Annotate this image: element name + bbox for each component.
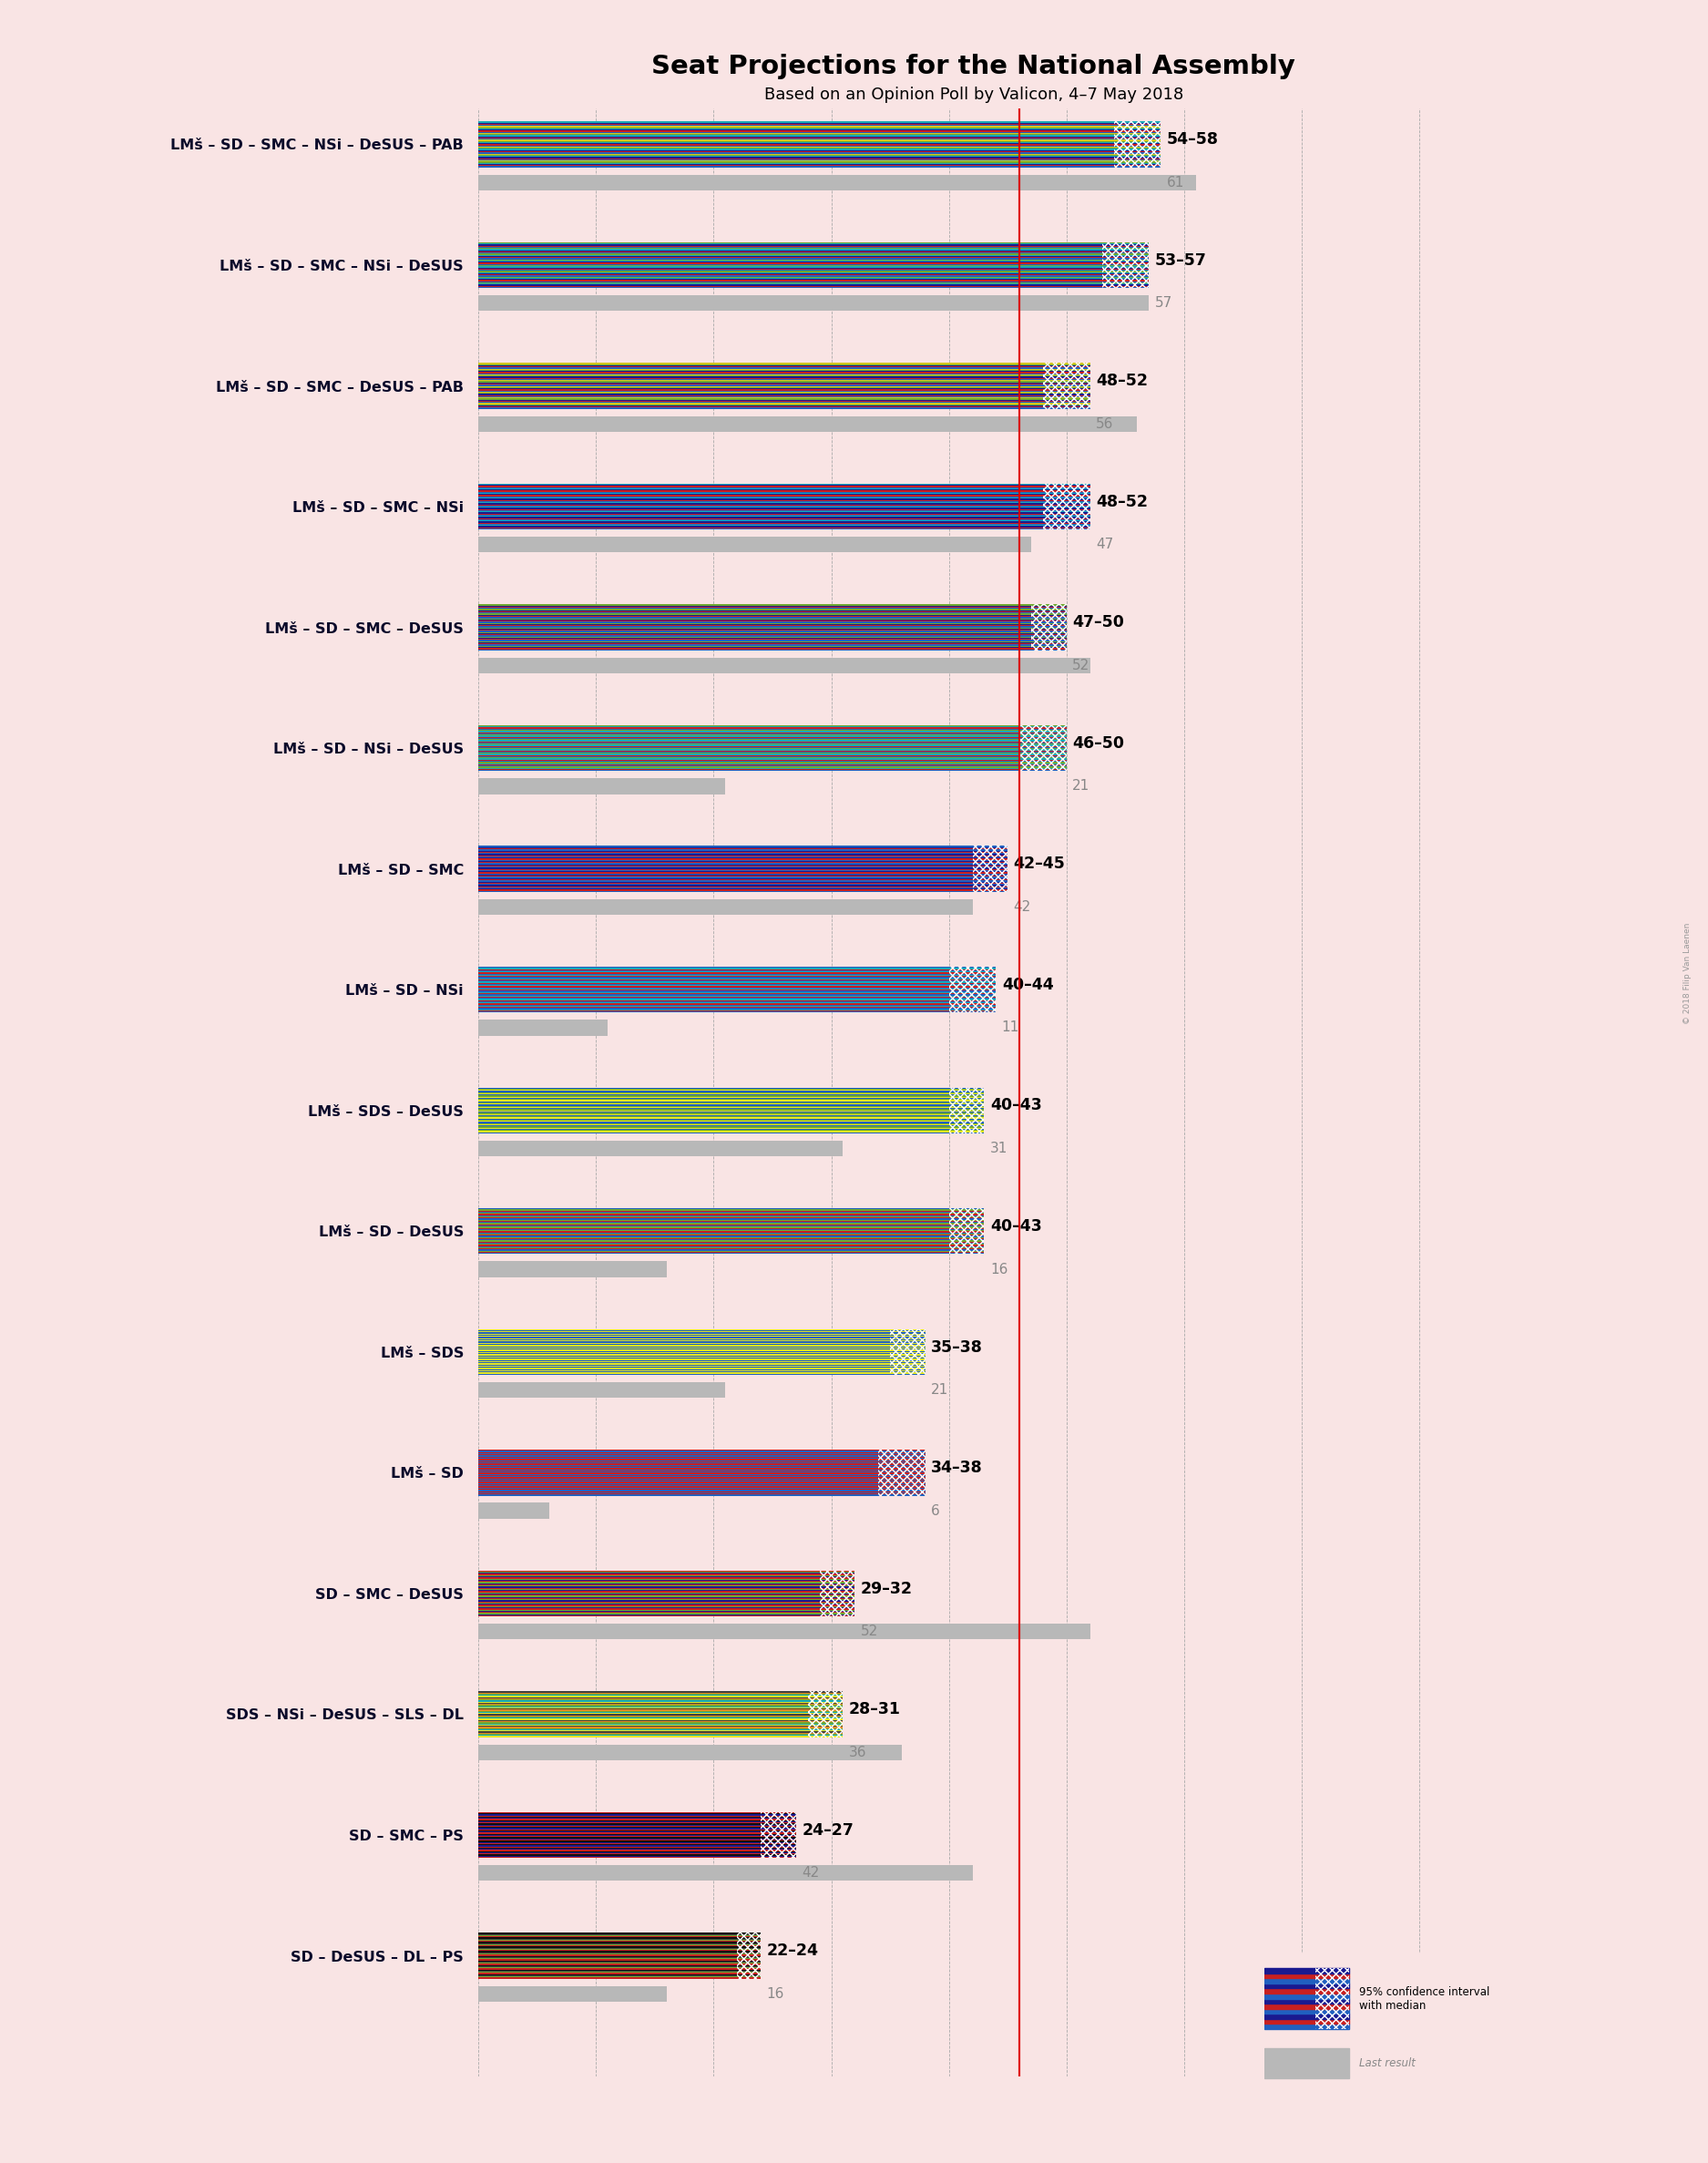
Text: 48–52: 48–52 <box>1097 493 1148 510</box>
Bar <box>1264 1968 1349 1973</box>
Bar <box>1264 1973 1349 1979</box>
Bar <box>820 1570 854 1616</box>
Text: Seat Projections for the National Assembly: Seat Projections for the National Assemb… <box>652 54 1296 80</box>
Text: 21: 21 <box>931 1382 948 1397</box>
Text: 24–27: 24–27 <box>801 1821 854 1839</box>
Bar <box>1114 121 1161 167</box>
Bar <box>890 1328 926 1376</box>
Bar <box>1044 485 1090 530</box>
Bar <box>478 1261 666 1276</box>
Bar <box>478 1503 548 1518</box>
Bar <box>1264 2048 1349 2079</box>
Bar <box>478 1140 844 1157</box>
Bar <box>1264 1999 1349 2003</box>
Bar <box>478 415 1138 433</box>
Bar <box>878 1449 926 1495</box>
Bar <box>1264 1979 1349 1983</box>
Text: 42: 42 <box>801 1867 820 1880</box>
Bar <box>1032 603 1066 651</box>
Bar <box>478 1986 666 2001</box>
Text: 34–38: 34–38 <box>931 1460 982 1475</box>
Text: 28–31: 28–31 <box>849 1700 900 1717</box>
Text: 47: 47 <box>1097 539 1114 552</box>
Bar <box>972 846 1008 891</box>
Bar <box>1264 1994 1349 1999</box>
Text: 29–32: 29–32 <box>861 1581 912 1596</box>
Bar <box>478 175 1196 190</box>
Bar <box>1315 1968 1349 2029</box>
Bar <box>478 1382 726 1397</box>
Bar <box>478 536 1032 552</box>
Text: 40–43: 40–43 <box>991 1097 1042 1114</box>
Text: 48–52: 48–52 <box>1097 372 1148 389</box>
Bar <box>478 1021 608 1036</box>
Bar <box>478 1743 902 1761</box>
Bar <box>1020 725 1066 770</box>
Bar <box>1264 2025 1349 2029</box>
Bar <box>808 1691 844 1737</box>
Bar <box>1102 242 1149 288</box>
Text: 35–38: 35–38 <box>931 1339 984 1356</box>
Bar <box>478 658 1090 673</box>
Text: 46–50: 46–50 <box>1073 735 1124 751</box>
Bar <box>478 900 972 915</box>
Bar <box>478 779 726 794</box>
Text: © 2018 Filip Van Laenen: © 2018 Filip Van Laenen <box>1684 924 1691 1023</box>
Text: 57: 57 <box>1155 296 1172 309</box>
Bar <box>1044 363 1090 409</box>
Text: 54–58: 54–58 <box>1167 132 1218 147</box>
Bar <box>1264 2009 1349 2014</box>
Bar <box>950 1209 984 1255</box>
Bar <box>760 1813 796 1858</box>
Bar <box>1264 2018 1349 2025</box>
Bar <box>1264 1983 1349 1988</box>
Text: 95% confidence interval
with median: 95% confidence interval with median <box>1360 1986 1489 2012</box>
Text: 21: 21 <box>1073 779 1090 794</box>
Text: 42: 42 <box>1013 900 1032 913</box>
Text: 31: 31 <box>991 1142 1008 1155</box>
Text: 6: 6 <box>931 1503 939 1518</box>
Text: Last result: Last result <box>1360 2057 1416 2068</box>
Bar <box>478 296 1149 311</box>
Text: 42–45: 42–45 <box>1013 857 1066 872</box>
Bar <box>478 1624 1090 1640</box>
Text: 40–43: 40–43 <box>991 1218 1042 1235</box>
Bar <box>950 1088 984 1133</box>
Text: 40–44: 40–44 <box>1003 978 1054 993</box>
Bar <box>1264 2003 1349 2009</box>
Bar <box>478 1865 972 1882</box>
Text: 22–24: 22–24 <box>767 1942 818 1960</box>
Text: 11: 11 <box>1003 1021 1020 1034</box>
Text: 16: 16 <box>991 1263 1008 1276</box>
Text: 53–57: 53–57 <box>1155 253 1206 268</box>
Text: 52: 52 <box>861 1624 878 1637</box>
Bar <box>950 967 996 1012</box>
Text: 56: 56 <box>1097 417 1114 430</box>
Text: 52: 52 <box>1073 658 1090 673</box>
Text: Based on an Opinion Poll by Valicon, 4–7 May 2018: Based on an Opinion Poll by Valicon, 4–7… <box>763 87 1184 104</box>
Bar <box>1264 2014 1349 2018</box>
Text: 61: 61 <box>1167 175 1184 188</box>
Bar <box>1264 1988 1349 1994</box>
Text: 36: 36 <box>849 1746 866 1759</box>
Bar <box>738 1934 760 1979</box>
Text: 16: 16 <box>767 1988 784 2001</box>
Text: 47–50: 47–50 <box>1073 614 1124 632</box>
